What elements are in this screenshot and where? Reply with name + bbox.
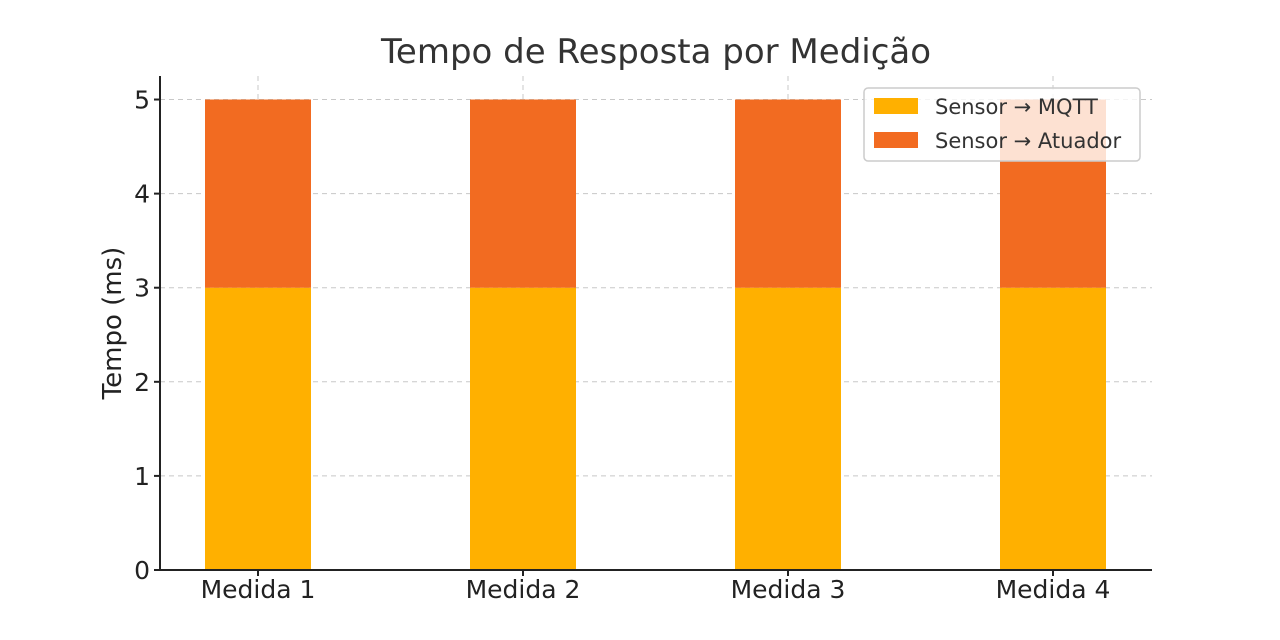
bar-series2-2 <box>470 99 576 288</box>
legend: Sensor → MQTT Sensor → Atuador <box>863 87 1141 162</box>
tick-labels: 0 1 2 3 4 5 Medida 1 Medida 2 Medida 3 Medida 4 <box>134 86 1110 604</box>
legend-swatch <box>874 98 918 114</box>
y-tick-label: 3 <box>134 274 150 303</box>
y-tick-label: 0 <box>134 556 150 585</box>
bar-series2-1 <box>205 99 311 288</box>
x-tick-label: Medida 1 <box>201 575 316 604</box>
y-tick-label: 5 <box>134 86 150 115</box>
bar-series1-3 <box>735 287 841 570</box>
legend-label: Sensor → Atuador <box>935 129 1122 153</box>
x-tick-label: Medida 2 <box>466 575 581 604</box>
bars <box>205 99 1106 570</box>
y-tick-label: 1 <box>134 462 150 491</box>
bar-series1-4 <box>1000 287 1106 570</box>
y-tick-label: 4 <box>134 180 150 209</box>
x-tick-label: Medida 3 <box>731 575 846 604</box>
x-tick-label: Medida 4 <box>996 575 1111 604</box>
bar-series1-2 <box>470 287 576 570</box>
legend-swatch <box>874 132 918 148</box>
axes <box>154 76 1152 576</box>
bar-series2-3 <box>735 99 841 288</box>
legend-label: Sensor → MQTT <box>935 95 1098 119</box>
y-tick-label: 2 <box>134 368 150 397</box>
y-axis-label: Tempo (ms) <box>98 247 128 401</box>
bar-series1-1 <box>205 287 311 570</box>
legend-box <box>863 87 1141 162</box>
chart-title: Tempo de Resposta por Medição <box>380 32 931 72</box>
